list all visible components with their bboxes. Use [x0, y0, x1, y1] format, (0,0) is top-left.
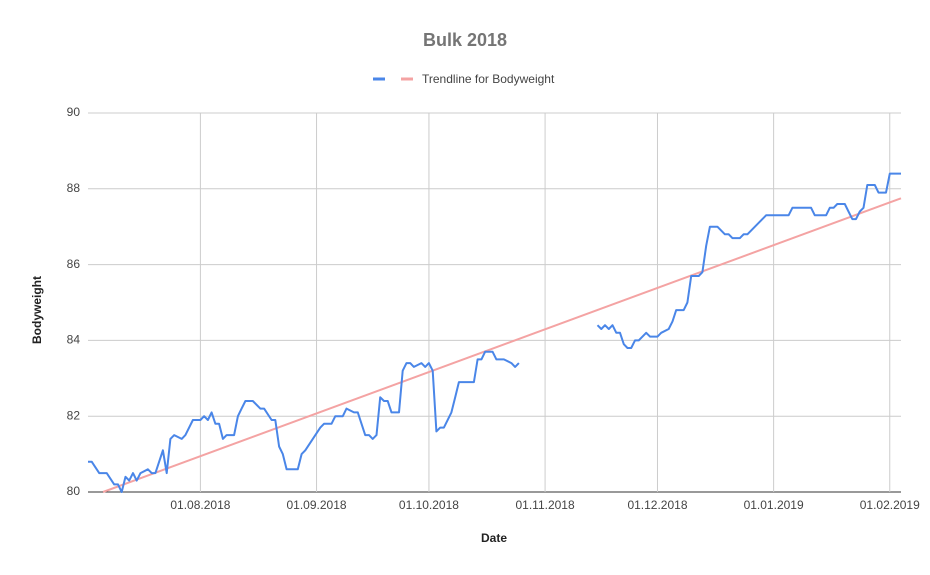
x-tick-label: 01.09.2018 [287, 498, 347, 512]
y-tick-label: 82 [67, 408, 81, 422]
chart-title: Bulk 2018 [423, 30, 507, 50]
series-line [102, 197, 902, 493]
y-axis-title: Bodyweight [30, 276, 44, 344]
x-tick-label: 01.10.2018 [399, 498, 459, 512]
y-tick-label: 90 [67, 105, 81, 119]
y-tick-label: 80 [67, 484, 81, 498]
y-tick-label: 84 [67, 333, 81, 347]
x-tick-label: 01.12.2018 [627, 498, 687, 512]
series-line [88, 172, 901, 493]
x-axis-title: Date [481, 531, 507, 545]
legend-label: Trendline for Bodyweight [422, 72, 555, 86]
y-tick-label: 88 [67, 181, 81, 195]
x-tick-label: 01.08.2018 [170, 498, 230, 512]
x-tick-label: 01.11.2018 [515, 498, 574, 512]
x-tick-label: 01.02.2019 [860, 498, 920, 512]
y-tick-label: 86 [67, 257, 81, 271]
x-tick-label: 01.01.2019 [744, 498, 804, 512]
